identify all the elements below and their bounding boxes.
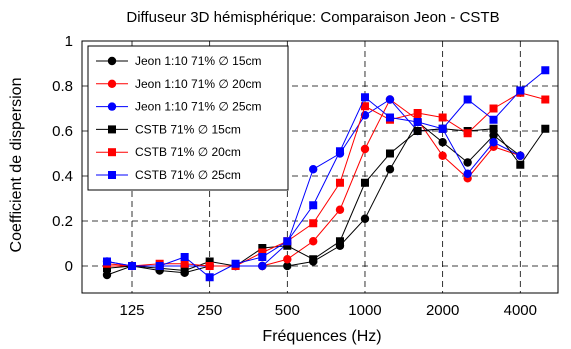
series-3-point-7 (283, 241, 292, 250)
series-3-line (106, 128, 546, 272)
series-0-point-14 (463, 158, 472, 167)
series-4-point-6 (258, 248, 267, 257)
series-1-point-10 (360, 144, 370, 154)
x-tick-label-4: 2000 (426, 302, 459, 319)
plot-frame (81, 40, 559, 294)
series-1-point-8 (309, 237, 318, 246)
legend-marker-5 (108, 171, 116, 179)
series-4-point-8 (309, 219, 318, 228)
series-2-point-14 (463, 169, 472, 178)
series-0-point-0 (102, 270, 112, 280)
series-3-point-0 (103, 264, 112, 273)
series-5-point-17 (541, 66, 550, 75)
series-0-point-13 (438, 138, 447, 147)
series-3-point-4 (205, 257, 214, 266)
series-2-point-8 (309, 165, 318, 174)
series-3-point-10 (360, 178, 369, 187)
series-1-point-7 (283, 255, 292, 264)
y-tick-label-4: 0.8 (52, 78, 73, 95)
series-3-point-15 (489, 124, 498, 133)
series-3-point-17 (541, 124, 550, 133)
series-0-point-10 (360, 214, 370, 223)
series-5-point-8 (309, 201, 318, 210)
series-3-point-6 (258, 244, 267, 252)
plot-area: 125 250 500 1000 2000 4000 0 0.2 0.4 0.6 0.8 1 Jeon … (52, 33, 559, 319)
x-tick-label-5: 4000 (504, 302, 537, 319)
series-2-point-16 (516, 151, 525, 160)
series-4-point-3 (180, 259, 189, 268)
legend-box (87, 45, 289, 191)
series-0-point-7 (283, 261, 292, 271)
series-5-line (106, 69, 546, 278)
series-1-point-9 (335, 205, 345, 214)
series-3-point-11 (385, 149, 394, 158)
series-5-point-6 (258, 253, 267, 261)
series-5-point-2 (155, 262, 164, 270)
series-5-point-11 (385, 113, 394, 122)
series-5-point-14 (463, 95, 472, 104)
series-4-point-14 (463, 129, 472, 138)
y-axis-label: Coefficient de dispersion (8, 78, 25, 253)
legend-label-3: CSTB 71% ∅ 15cm (135, 122, 241, 136)
series-3-point-3 (180, 266, 189, 275)
y-tick-label-5: 1 (65, 33, 73, 50)
series-0-point-11 (385, 165, 395, 174)
legend-marker-4 (108, 148, 116, 157)
series-1-point-13 (438, 151, 447, 160)
series-4-point-10 (360, 102, 369, 111)
legend-marker-1 (107, 79, 117, 89)
series-2-point-6 (258, 261, 267, 271)
series-2-point-11 (385, 95, 395, 104)
legend-label-1: Jeon 1:10 71% ∅ 20cm (135, 77, 262, 91)
series-4-point-17 (541, 95, 550, 104)
series-5-point-13 (438, 124, 447, 133)
series-4-point-13 (438, 113, 447, 122)
series-3-point-12 (413, 127, 422, 135)
legend-label-2: Jeon 1:10 71% ∅ 25cm (135, 100, 262, 114)
series-5-point-15 (489, 115, 498, 124)
series-5-point-9 (335, 147, 344, 156)
series-5-point-0 (103, 257, 112, 266)
legend: Jeon 1:10 71% ∅ 15cm Jeon 1:10 71% ∅ 20cm… (87, 45, 289, 191)
series-3-point-9 (335, 237, 344, 246)
y-tick-label-0: 0 (65, 258, 73, 275)
legend-marker-2 (107, 102, 117, 111)
legend-label-0: Jeon 1:10 71% ∅ 15cm (135, 54, 262, 68)
x-tick-label-1: 250 (197, 302, 222, 319)
series-2-point-15 (489, 138, 498, 147)
series-4-point-4 (205, 262, 214, 270)
series-5-point-16 (516, 86, 525, 95)
series-4-point-15 (489, 104, 498, 113)
series-5-point-10 (360, 93, 369, 102)
legend-label-4: CSTB 71% ∅ 20cm (135, 145, 241, 159)
series-5-point-12 (413, 118, 422, 126)
x-tick-label-0: 125 (119, 302, 144, 319)
y-tick-label-1: 0.2 (52, 213, 73, 230)
x-tick-label-3: 1000 (348, 302, 381, 319)
legend-marker-3 (108, 125, 116, 134)
series-5-point-1 (128, 262, 137, 270)
legend-label-5: CSTB 71% ∅ 25cm (135, 168, 241, 182)
y-tick-label-3: 0.6 (52, 123, 73, 140)
y-tick-label-2: 0.4 (52, 168, 73, 185)
series-0-point-15 (489, 131, 498, 140)
x-tick-label-2: 500 (275, 302, 300, 319)
chart-title: Diffuseur 3D hémisphérique: Comparaison … (126, 9, 499, 26)
series-3-point-16 (516, 160, 525, 169)
series-5-point-4 (205, 273, 214, 282)
series-5-point-5 (231, 259, 240, 268)
series-5-point-7 (283, 237, 292, 246)
series-5 (103, 66, 550, 282)
legend-marker-0 (107, 56, 117, 66)
series-4-point-12 (413, 109, 422, 117)
x-axis-label: Fréquences (Hz) (262, 328, 381, 345)
series-4-line (106, 92, 546, 267)
series-3-point-8 (309, 255, 318, 264)
series-5-point-3 (180, 253, 189, 261)
series-4-point-9 (335, 178, 344, 187)
